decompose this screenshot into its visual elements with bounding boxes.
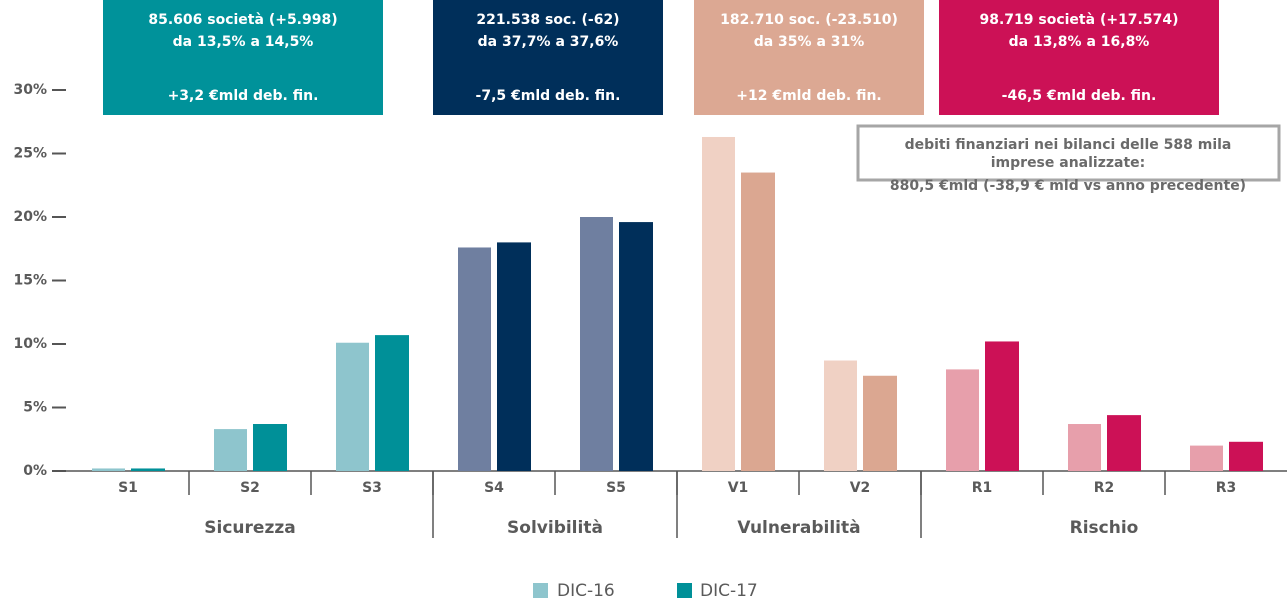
bar bbox=[214, 429, 247, 471]
note-text: debiti finanziari nei bilanci delle 588 … bbox=[905, 137, 1232, 153]
bar bbox=[1190, 445, 1223, 471]
group-label: Vulnerabilità bbox=[737, 518, 860, 538]
annotation-text: da 37,7% a 37,6% bbox=[478, 34, 619, 50]
y-tick-label: 0% bbox=[23, 463, 47, 479]
annotation-box bbox=[694, 0, 924, 115]
legend-swatch bbox=[677, 583, 692, 598]
bar bbox=[253, 424, 287, 471]
x-tick-label: S5 bbox=[606, 480, 626, 496]
annotation-text: -7,5 €mld deb. fin. bbox=[476, 88, 621, 104]
annotation-text: 85.606 società (+5.998) bbox=[148, 12, 337, 28]
annotation-box bbox=[939, 0, 1219, 115]
annotation-text: da 13,5% a 14,5% bbox=[173, 34, 314, 50]
bar bbox=[1068, 424, 1101, 471]
x-tick-label: R3 bbox=[1216, 480, 1237, 496]
bar bbox=[375, 335, 409, 471]
note-box bbox=[856, 124, 1281, 182]
annotation-text: +3,2 €mld deb. fin. bbox=[168, 88, 319, 104]
bar bbox=[1229, 441, 1263, 471]
bar bbox=[824, 360, 857, 471]
group-label: Sicurezza bbox=[204, 518, 295, 538]
bar bbox=[336, 342, 369, 471]
legend-label: DIC-16 bbox=[557, 581, 615, 601]
bar bbox=[985, 341, 1019, 471]
y-tick-label: 30% bbox=[13, 82, 47, 98]
note-text: imprese analizzate: bbox=[991, 155, 1146, 171]
x-tick-label: S3 bbox=[362, 480, 382, 496]
bar bbox=[863, 375, 897, 471]
y-tick-label: 5% bbox=[23, 400, 47, 416]
x-tick-label: S4 bbox=[484, 480, 504, 496]
annotation-text: 98.719 società (+17.574) bbox=[979, 12, 1178, 28]
group-label: Solvibilità bbox=[507, 518, 603, 538]
annotation-text: 221.538 soc. (-62) bbox=[476, 12, 619, 28]
bar bbox=[580, 217, 613, 471]
legend-label: DIC-17 bbox=[700, 581, 758, 601]
x-tick-label: V2 bbox=[850, 480, 871, 496]
annotation-text: -46,5 €mld deb. fin. bbox=[1002, 88, 1157, 104]
x-tick-label: R2 bbox=[1094, 480, 1115, 496]
note-text: 880,5 €mld (-38,9 € mld vs anno preceden… bbox=[890, 178, 1246, 194]
annotation-text: da 13,8% a 16,8% bbox=[1009, 34, 1150, 50]
bar bbox=[497, 242, 531, 471]
bar bbox=[458, 247, 491, 471]
annotation-box bbox=[103, 0, 383, 115]
y-tick-label: 15% bbox=[13, 273, 47, 289]
bar bbox=[741, 172, 775, 472]
bar bbox=[92, 468, 125, 471]
x-tick-label: V1 bbox=[728, 480, 749, 496]
annotation-text: da 35% a 31% bbox=[754, 34, 865, 50]
annotation-text: +12 €mld deb. fin. bbox=[736, 88, 882, 104]
y-tick-label: 25% bbox=[13, 146, 47, 162]
annotation-box bbox=[433, 0, 663, 115]
x-tick-label: S2 bbox=[240, 480, 260, 496]
bar bbox=[946, 369, 979, 471]
y-tick-label: 20% bbox=[13, 209, 47, 225]
legend-swatch bbox=[533, 583, 548, 598]
y-tick-label: 10% bbox=[13, 336, 47, 352]
x-tick-label: S1 bbox=[118, 480, 138, 496]
group-label: Rischio bbox=[1070, 518, 1139, 538]
annotation-text: 182.710 soc. (-23.510) bbox=[720, 12, 898, 28]
bar bbox=[619, 222, 653, 471]
x-tick-label: R1 bbox=[972, 480, 993, 496]
bar bbox=[131, 468, 165, 471]
bar bbox=[702, 136, 735, 472]
bar bbox=[1107, 415, 1141, 471]
